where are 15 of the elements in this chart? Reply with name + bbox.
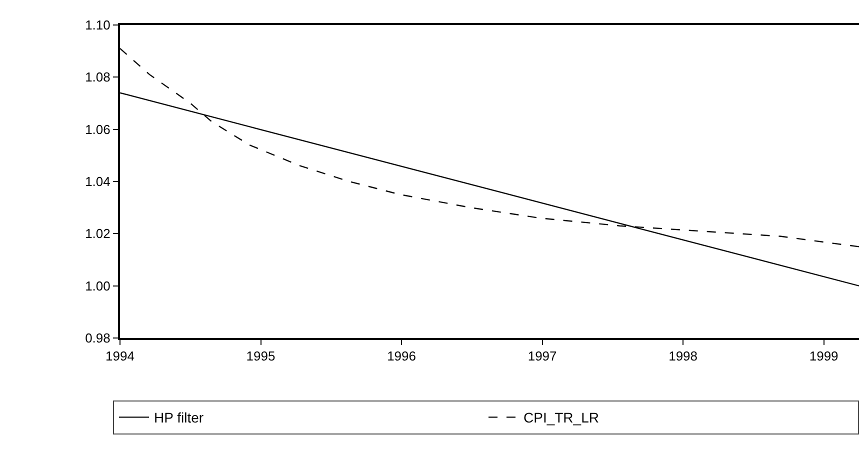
x-tick-label: 1998 — [668, 348, 698, 364]
x-tick-label: 1996 — [387, 348, 416, 364]
x-tick-label: 1999 — [809, 348, 838, 364]
y-tick-label: 1.04 — [85, 174, 110, 190]
y-tick-label: 1.10 — [85, 18, 110, 33]
x-tick-label: 1995 — [246, 348, 276, 364]
y-tick-label: 1.08 — [85, 70, 110, 85]
y-tick-label: 0.98 — [85, 330, 110, 346]
x-tick-label: 1994 — [106, 348, 134, 364]
y-tick-label: 1.06 — [85, 122, 110, 137]
y-tick-label: 1.02 — [85, 226, 110, 242]
legend-label: CPI_TR_LR — [524, 410, 599, 426]
x-tick-label: 1997 — [528, 348, 557, 364]
legend-label: HP filter — [154, 410, 204, 426]
y-tick-label: 1.00 — [85, 278, 110, 294]
